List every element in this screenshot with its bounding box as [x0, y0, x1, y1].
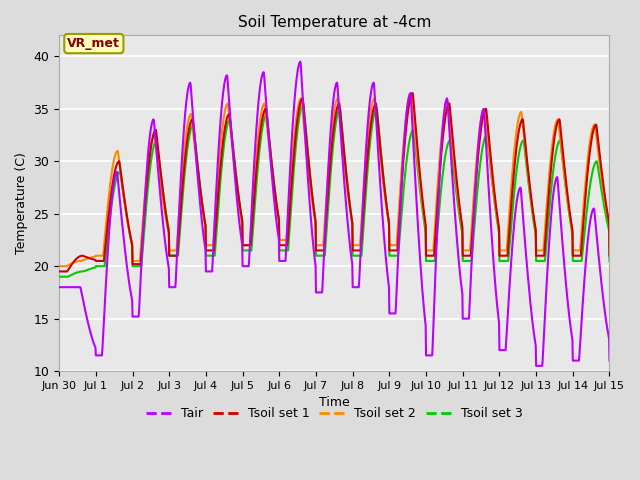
Y-axis label: Temperature (C): Temperature (C) — [15, 152, 28, 254]
Legend: Tair, Tsoil set 1, Tsoil set 2, Tsoil set 3: Tair, Tsoil set 1, Tsoil set 2, Tsoil se… — [141, 402, 528, 425]
Title: Soil Temperature at -4cm: Soil Temperature at -4cm — [237, 15, 431, 30]
Text: VR_met: VR_met — [67, 37, 120, 50]
X-axis label: Time: Time — [319, 396, 349, 409]
